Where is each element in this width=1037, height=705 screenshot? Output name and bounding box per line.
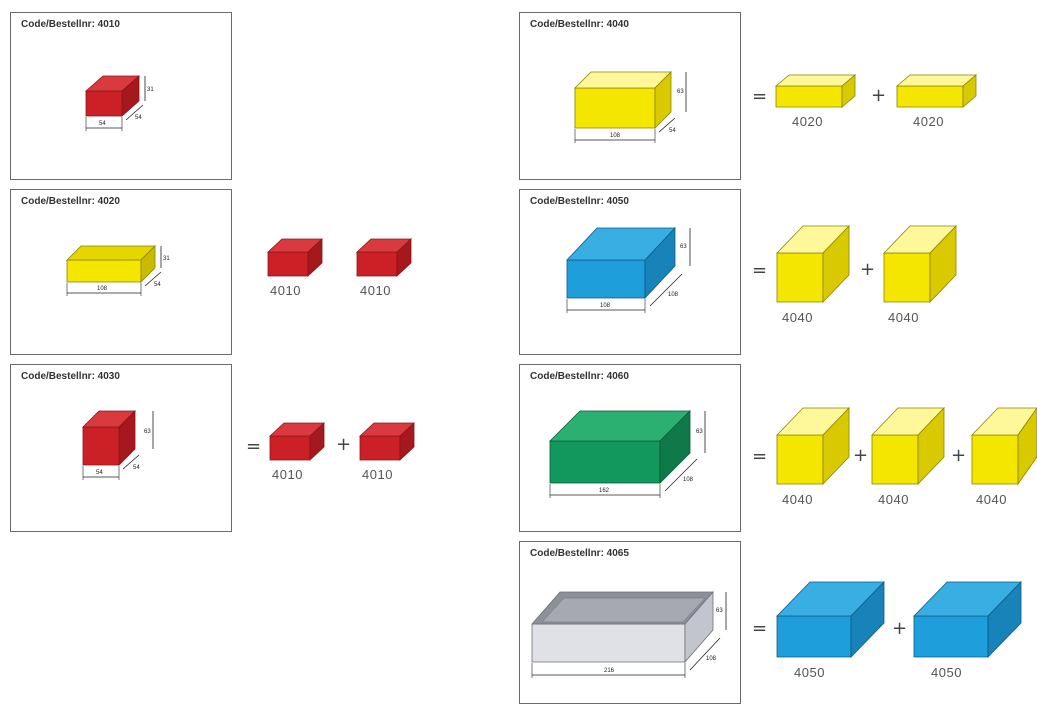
svg-text:54: 54 <box>135 115 142 121</box>
code-label: 4040 <box>976 492 1007 507</box>
svg-text:216: 216 <box>604 668 615 674</box>
code-label: 4040 <box>878 492 909 507</box>
code-label: 4010 <box>270 283 301 298</box>
svg-text:63: 63 <box>696 429 703 435</box>
mini-box-4040 <box>776 407 850 485</box>
svg-text:54: 54 <box>154 282 161 288</box>
equals-sign: = <box>752 618 768 639</box>
code-label: 4050 <box>931 665 962 680</box>
box-4060-drawing: 162 63 108 <box>549 410 706 498</box>
mini-box-4040 <box>776 225 850 303</box>
svg-text:63: 63 <box>677 89 684 95</box>
panel-title: Code/Bestellnr: 4065 <box>530 548 629 559</box>
mini-box-4020 <box>774 74 857 108</box>
box-4010-drawing: 54 31 54 <box>84 75 154 131</box>
panel-title: Code/Bestellnr: 4030 <box>21 371 120 382</box>
code-label: 4010 <box>362 467 393 482</box>
mini-box-4010 <box>268 422 326 461</box>
svg-text:54: 54 <box>99 121 106 127</box>
mini-box-4010 <box>358 422 416 461</box>
svg-text:108: 108 <box>668 292 679 298</box>
svg-text:63: 63 <box>716 608 723 614</box>
equals-sign: = <box>752 86 768 107</box>
equals-sign: = <box>246 436 262 457</box>
svg-text:108: 108 <box>683 477 694 483</box>
plus-sign: + <box>853 445 869 466</box>
box-4050-drawing: 108 63 108 <box>566 226 691 313</box>
mini-box-4050 <box>913 581 1022 658</box>
mini-box-4040 <box>883 225 957 303</box>
svg-text:108: 108 <box>610 133 621 139</box>
plus-sign: + <box>336 434 352 455</box>
svg-text:31: 31 <box>163 256 170 262</box>
code-label: 4050 <box>794 665 825 680</box>
mini-box-4050 <box>776 581 885 658</box>
panel-4065: Code/Bestellnr: 4065 216 63 108 <box>519 541 741 704</box>
equals-sign: = <box>752 446 768 467</box>
code-label: 4010 <box>272 467 303 482</box>
code-label: 4040 <box>782 492 813 507</box>
panel-title: Code/Bestellnr: 4060 <box>530 371 629 382</box>
svg-text:108: 108 <box>600 303 611 309</box>
svg-text:54: 54 <box>96 470 103 476</box>
panel-4060: Code/Bestellnr: 4060 162 63 108 <box>519 364 741 532</box>
svg-text:63: 63 <box>144 429 151 435</box>
svg-text:54: 54 <box>133 465 140 471</box>
svg-text:63: 63 <box>680 244 687 250</box>
box-4030-drawing: 54 63 54 <box>82 410 154 480</box>
panel-4040: Code/Bestellnr: 4040 108 63 54 <box>519 12 741 180</box>
panel-title: Code/Bestellnr: 4050 <box>530 196 629 207</box>
mini-box-4010 <box>266 238 324 277</box>
panel-4030: Code/Bestellnr: 4030 54 63 54 <box>10 364 232 532</box>
panel-4050: Code/Bestellnr: 4050 108 63 108 <box>519 189 741 355</box>
panel-title: Code/Bestellnr: 4020 <box>21 196 120 207</box>
plus-sign: + <box>860 259 876 280</box>
mini-box-4040 <box>871 407 945 485</box>
mini-box-4020 <box>895 74 978 108</box>
panel-title: Code/Bestellnr: 4040 <box>530 19 629 30</box>
code-label: 4040 <box>782 310 813 325</box>
svg-text:108: 108 <box>706 656 717 662</box>
svg-text:108: 108 <box>97 286 108 292</box>
svg-text:54: 54 <box>669 128 676 134</box>
plus-sign: + <box>892 618 908 639</box>
mini-box-4040 <box>971 407 1037 486</box>
code-label: 4020 <box>792 114 823 129</box>
svg-text:31: 31 <box>147 87 154 93</box>
panel-4020: Code/Bestellnr: 4020 108 31 54 <box>10 189 232 355</box>
box-4020-drawing: 108 31 54 <box>66 245 170 296</box>
panel-4010: Code/Bestellnr: 4010 54 31 54 <box>10 12 232 180</box>
box-4065-drawing: 216 63 108 <box>531 590 727 678</box>
svg-text:162: 162 <box>599 488 610 494</box>
code-label: 4040 <box>888 310 919 325</box>
box-4040-drawing: 108 63 54 <box>574 71 687 143</box>
code-label: 4020 <box>913 114 944 129</box>
plus-sign: + <box>871 85 887 106</box>
plus-sign: + <box>951 445 967 466</box>
equals-sign: = <box>752 260 768 281</box>
panel-title: Code/Bestellnr: 4010 <box>21 19 120 30</box>
code-label: 4010 <box>360 283 391 298</box>
mini-box-4010 <box>355 238 413 277</box>
